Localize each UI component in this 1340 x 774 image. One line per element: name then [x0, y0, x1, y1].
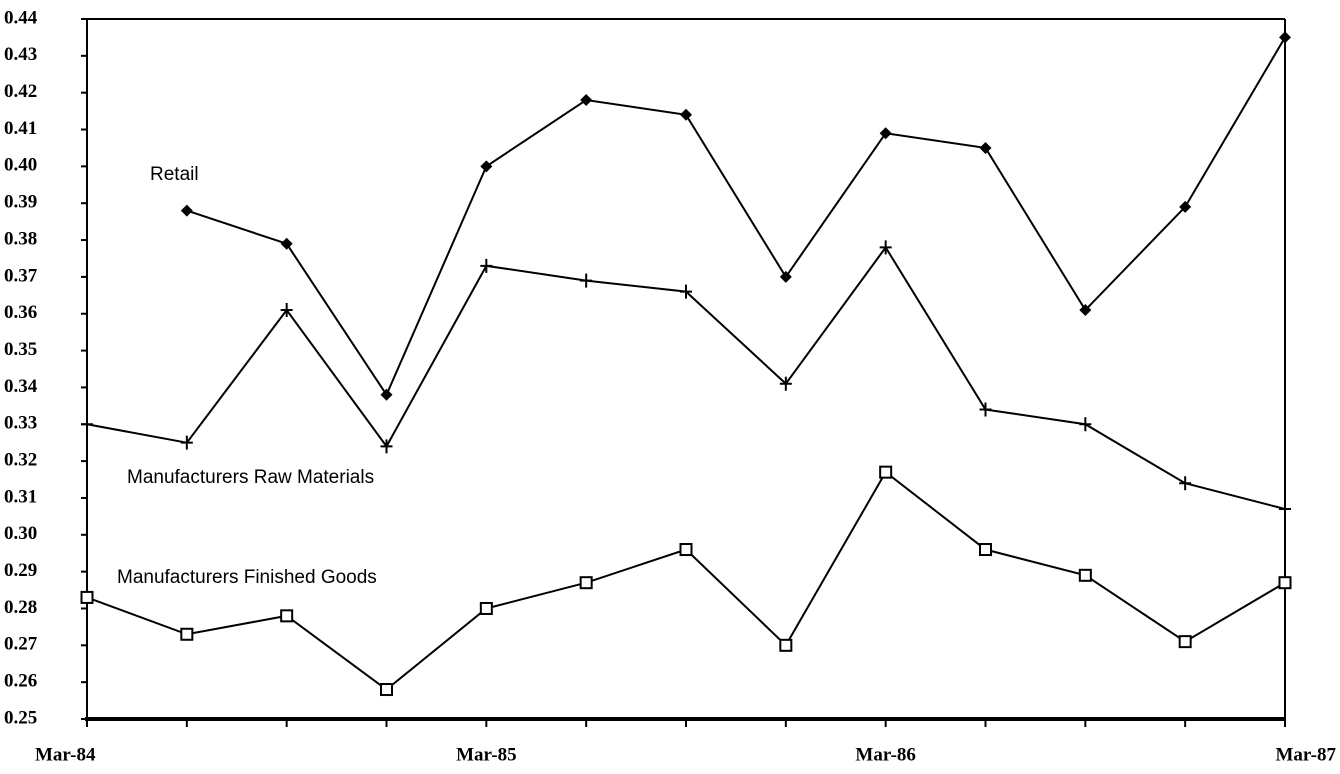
point: [879, 465, 893, 479]
point: [580, 94, 593, 107]
y-tick-label: 0.30: [4, 523, 37, 544]
y-tick-label: 0.26: [4, 671, 37, 692]
series-label: Manufacturers Raw Materials: [127, 467, 374, 488]
point: [1079, 304, 1092, 317]
point: [1279, 502, 1291, 516]
point: [480, 160, 493, 173]
y-tick-label: 0.39: [4, 192, 37, 213]
x-tick-label: Mar-87: [1276, 744, 1337, 765]
point: [779, 638, 793, 652]
y-tick-label: 0.44: [4, 7, 38, 28]
point: [380, 439, 393, 454]
point: [680, 108, 692, 121]
point: [580, 273, 593, 288]
point: [879, 240, 892, 255]
point: [879, 127, 892, 140]
point: [1179, 476, 1192, 491]
point: [779, 376, 792, 391]
point: [380, 388, 393, 401]
point: [1178, 635, 1192, 649]
y-tick-label: 0.27: [4, 634, 38, 655]
point: [80, 590, 94, 604]
point: [1078, 568, 1092, 582]
series-label: Manufacturers Finished Goods: [117, 567, 377, 588]
point: [679, 543, 693, 557]
x-tick-label: Mar-85: [456, 744, 517, 765]
point: [280, 303, 293, 318]
y-tick-label: 0.31: [4, 486, 37, 507]
y-tick-label: 0.43: [4, 44, 37, 65]
point: [280, 237, 293, 250]
y-tick-label: 0.40: [4, 155, 37, 176]
point: [81, 417, 93, 432]
point: [779, 270, 792, 283]
point: [480, 258, 493, 273]
series-label: Retail: [150, 164, 199, 185]
y-tick-label: 0.32: [4, 449, 37, 470]
point: [180, 204, 193, 217]
point: [180, 435, 193, 450]
y-tick-label: 0.28: [4, 597, 37, 618]
series-line: [186, 36, 1286, 397]
y-tick-label: 0.29: [4, 560, 37, 581]
point: [579, 576, 593, 590]
point: [1279, 31, 1291, 44]
point: [979, 543, 992, 557]
y-tick-label: 0.25: [4, 707, 37, 728]
y-tick-label: 0.37: [4, 265, 38, 286]
y-tick-label: 0.36: [4, 302, 37, 323]
point: [479, 601, 493, 615]
point: [1179, 200, 1192, 213]
y-tick-label: 0.42: [4, 81, 37, 102]
x-tick-label: Mar-84: [35, 744, 96, 765]
point: [979, 402, 992, 417]
point: [280, 609, 294, 623]
point: [979, 141, 992, 154]
y-tick-label: 0.33: [4, 413, 37, 434]
point: [180, 627, 194, 641]
point: [680, 284, 692, 299]
y-tick-label: 0.35: [4, 339, 37, 360]
point: [380, 683, 393, 697]
y-tick-label: 0.38: [4, 228, 37, 249]
y-tick-label: 0.34: [4, 376, 38, 397]
point: [1079, 417, 1092, 432]
y-tick-label: 0.41: [4, 118, 37, 139]
point: [1278, 576, 1292, 590]
x-tick-label: Mar-86: [855, 744, 916, 765]
